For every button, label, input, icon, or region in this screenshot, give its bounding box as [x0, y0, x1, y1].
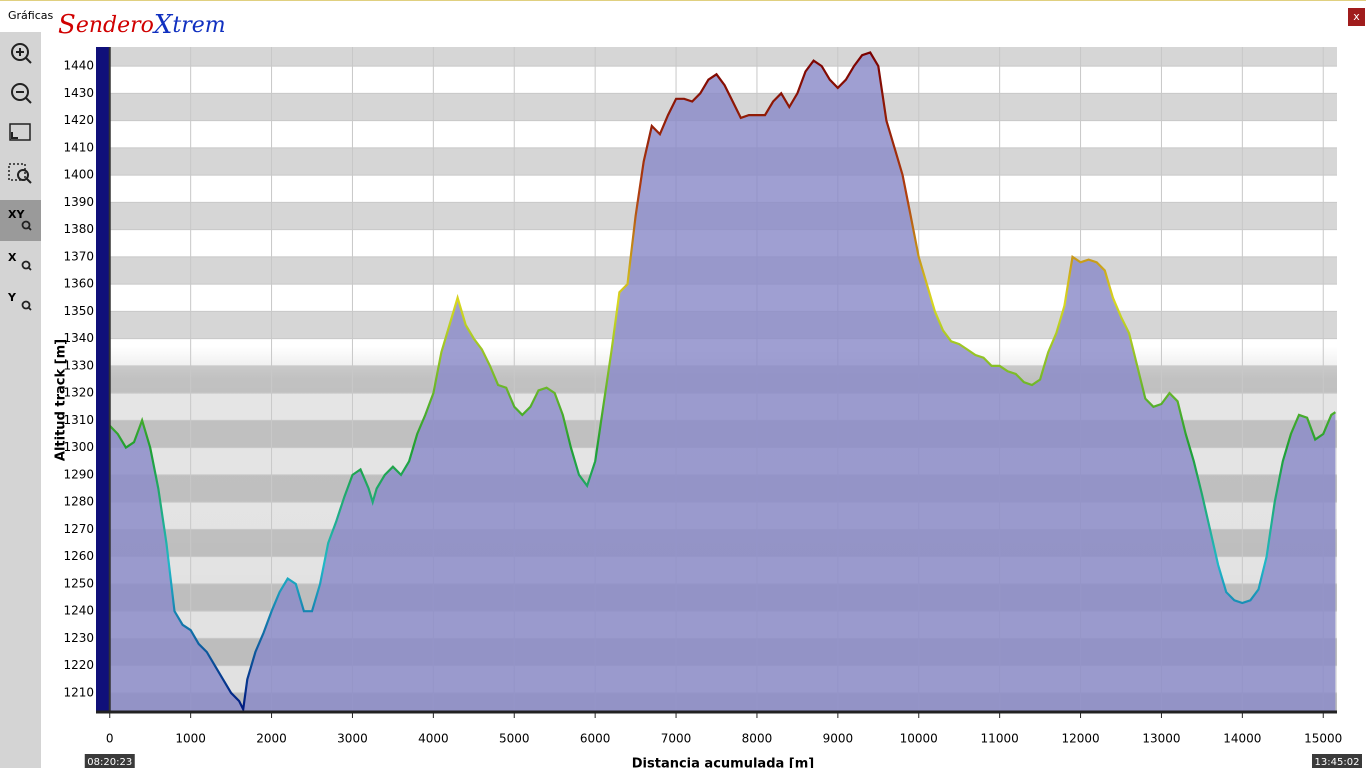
- y-tick-label: 1300: [63, 440, 94, 454]
- y-tick-label: 1400: [63, 168, 94, 182]
- y-tick-label: 1420: [63, 113, 94, 127]
- x-tick-label: 15000: [1304, 732, 1342, 746]
- tool-labels: XY X Y: [7, 208, 25, 304]
- x-tick-label: 13000: [1142, 732, 1180, 746]
- top-border: [0, 0, 1366, 1]
- x-tick-label: 10000: [900, 732, 938, 746]
- end-time: 13:45:02: [1315, 757, 1360, 768]
- x-tick-label: 5000: [499, 732, 530, 746]
- close-bg[interactable]: [1348, 8, 1365, 26]
- x-tick-label: 2000: [256, 732, 287, 746]
- time-box: [84, 754, 135, 768]
- zoom-in[interactable]: [11, 43, 32, 64]
- y-tick-label: 1230: [63, 631, 94, 645]
- toolbar: [0, 32, 41, 768]
- y-tick-label: 1370: [63, 249, 94, 263]
- y-tick-label: 1340: [63, 331, 94, 345]
- x-tick-label: 12000: [1061, 732, 1099, 746]
- x-tick-label: 8000: [742, 732, 773, 746]
- tool-xy[interactable]: XY: [8, 208, 25, 221]
- x-tick-label: 6000: [580, 732, 611, 746]
- y-tick-label: 1330: [63, 358, 94, 372]
- zoom-out[interactable]: [11, 83, 32, 104]
- y-tick-label: 1320: [63, 386, 94, 400]
- x-axis-label: Distancia acumulada [m]: [632, 757, 814, 768]
- window-title: Gráficas: [8, 9, 54, 22]
- y-tick-label: 1310: [63, 413, 94, 427]
- y-tick-label: 1390: [63, 195, 94, 209]
- y-tick-label: 1260: [63, 549, 94, 563]
- y-tick-label: 1360: [63, 277, 94, 291]
- close-button[interactable]: x: [1348, 8, 1365, 26]
- x-tick-label: 1000: [175, 732, 206, 746]
- elevation-line: [109, 51, 1337, 714]
- area: [109, 52, 1336, 712]
- y-tick-label: 1280: [63, 495, 94, 509]
- x-tick-label: 9000: [823, 732, 854, 746]
- zoom-box[interactable]: [8, 163, 32, 184]
- x-tick-label: 4000: [418, 732, 449, 746]
- tool-y[interactable]: Y: [7, 291, 17, 304]
- y-tick-label: 1410: [63, 140, 94, 154]
- y-tick-label: 1250: [63, 576, 94, 590]
- y-tick-label: 1290: [63, 467, 94, 481]
- x-tick-label: 0: [106, 732, 114, 746]
- y-tick-label: 1430: [63, 86, 94, 100]
- y-tick-label: 1350: [63, 304, 94, 318]
- y-tick-label: 1380: [63, 222, 94, 236]
- tool-loupes: [21, 220, 32, 311]
- y-tick-label: 1240: [63, 604, 94, 618]
- start-time: 08:20:23: [87, 757, 132, 768]
- y-tick-label: 1270: [63, 522, 94, 536]
- close-label[interactable]: x: [1353, 10, 1360, 23]
- fit[interactable]: [9, 123, 31, 141]
- y-tick-label: 1220: [63, 658, 94, 672]
- y-tick-label: 1440: [63, 59, 94, 73]
- y-tick-label: 1210: [63, 685, 94, 699]
- x-tick-label: 3000: [337, 732, 368, 746]
- cursor-bar: [96, 47, 110, 712]
- plot: 1210 1220 1230 1240 1250 1260 1270 1280 1290 1300…: [54, 47, 1362, 768]
- y-axis-label: Altitud track [m]: [54, 339, 69, 461]
- tool-x[interactable]: X: [8, 251, 17, 264]
- x-tick-label: 14000: [1223, 732, 1261, 746]
- x-tick-label: 11000: [981, 732, 1019, 746]
- tool-active: [0, 200, 41, 241]
- x-tick-label: 7000: [661, 732, 692, 746]
- toolbar-icons: [8, 43, 32, 184]
- logo: SenderoXtrem: [58, 10, 226, 40]
- time-box: [1312, 754, 1362, 768]
